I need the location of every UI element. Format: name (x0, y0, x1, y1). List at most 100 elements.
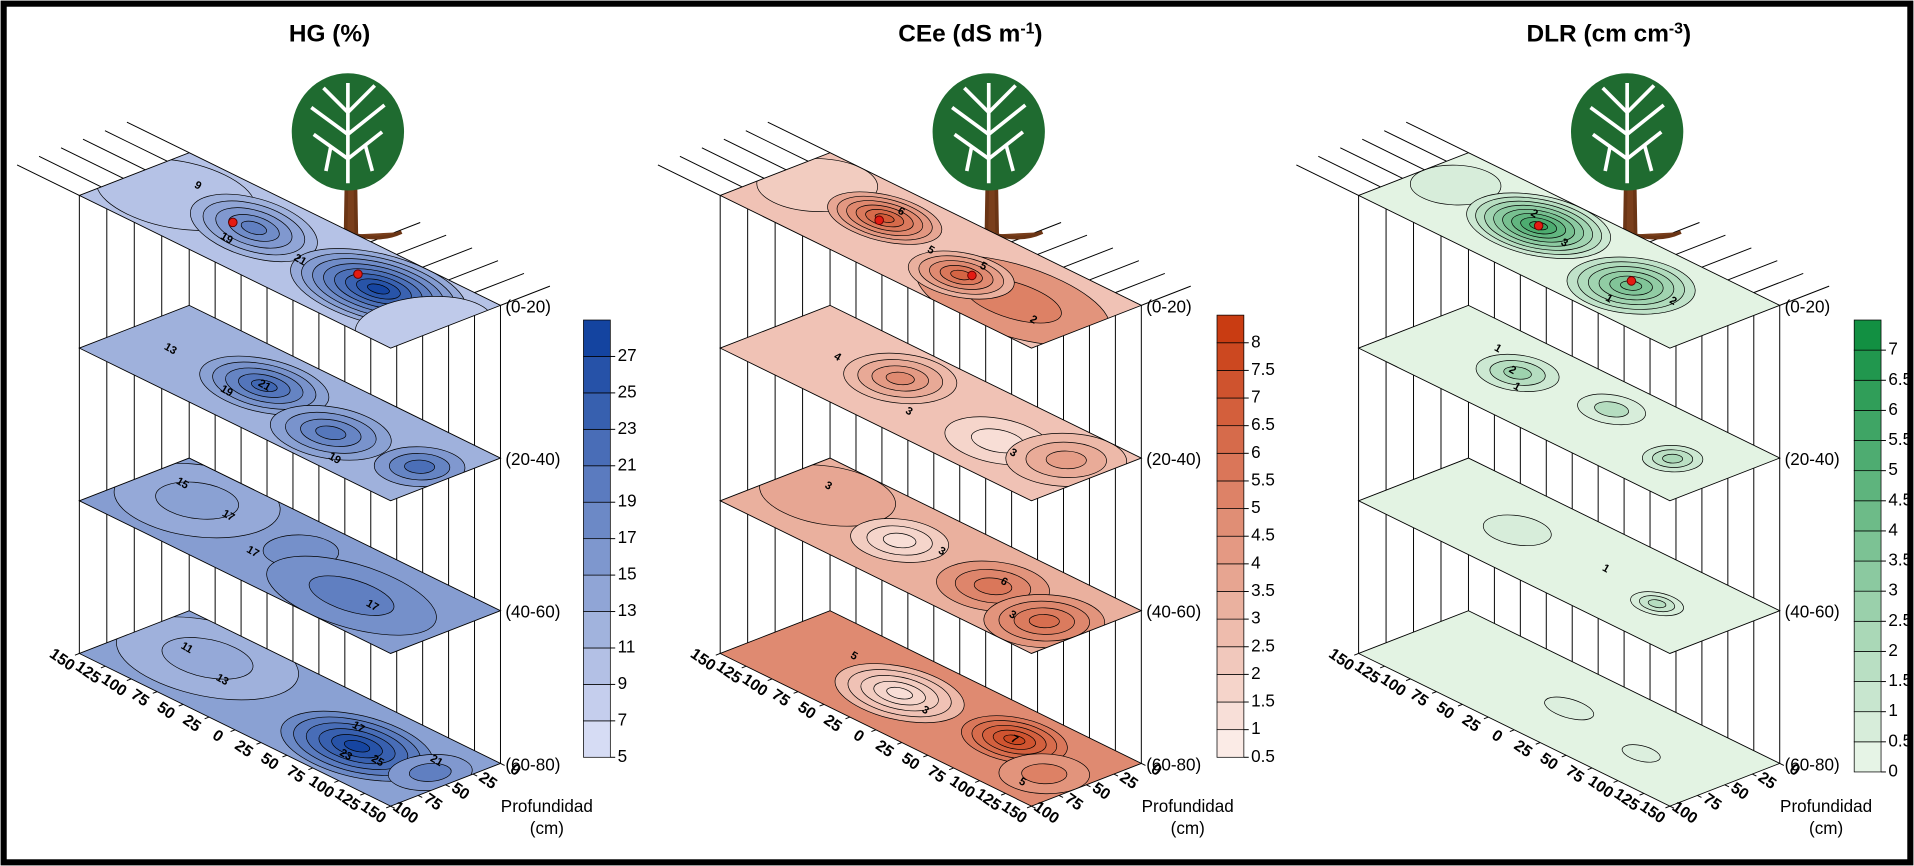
colorbar-box (1216, 729, 1245, 758)
y-tick (1058, 795, 1064, 798)
x-tick (715, 653, 721, 656)
contour-label: 3 (1559, 236, 1570, 249)
x-tick (793, 691, 799, 694)
box-line (767, 121, 831, 154)
box-line (1675, 234, 1726, 255)
layer-label: (0-20) (1785, 297, 1831, 316)
layer-label: (40-60) (1785, 603, 1840, 622)
colorbar-label: 5.5 (1888, 430, 1912, 449)
colorbar-box (1853, 349, 1882, 381)
contour-label: 13 (214, 672, 231, 688)
x-tick (1000, 792, 1006, 796)
depth-layer (79, 305, 505, 503)
contour (1535, 693, 1603, 724)
x-tick (334, 780, 339, 783)
colorbar-label: 15 (618, 565, 637, 584)
contour (293, 569, 410, 622)
colorbar-label: 3.5 (1888, 551, 1912, 570)
colorbar-label: 4 (1888, 520, 1897, 539)
colorbar-label: 7 (1251, 388, 1260, 407)
colorbar-label: 9 (618, 674, 627, 693)
x-tick (1026, 805, 1032, 809)
colorbar-box (583, 465, 611, 503)
colorbar-label: 1 (1888, 701, 1897, 720)
contour-label: 6 (896, 205, 907, 218)
contour (999, 733, 1029, 746)
colorbar-label: 7 (1888, 340, 1897, 359)
colorbar-box (583, 647, 611, 685)
colorbar-label: 21 (618, 455, 637, 474)
title-part: DLR (cm cm (1527, 21, 1669, 48)
axis-label: (cm) (530, 819, 564, 838)
colorbar-label: 3 (1251, 609, 1260, 628)
contour (966, 575, 1019, 599)
box-line (1727, 260, 1778, 281)
box-line (82, 138, 146, 171)
layer-fill (1358, 458, 1780, 654)
layer-outline (79, 305, 500, 500)
box-line (657, 164, 721, 196)
contour (880, 370, 920, 388)
colorbar-box (1853, 560, 1882, 592)
sample-point (1533, 220, 1544, 231)
colorbar-box (1216, 370, 1245, 399)
box-line (16, 164, 80, 196)
sample-point (874, 215, 884, 226)
layer-label: (20-40) (1146, 450, 1201, 469)
y-tick (1086, 784, 1091, 788)
x-tick (152, 691, 158, 694)
x-tick (230, 729, 236, 732)
y-tick (1752, 773, 1757, 777)
colorbar-box (1216, 535, 1245, 565)
colorbar-label: 6.5 (1251, 415, 1275, 434)
colorbar-box (583, 319, 611, 357)
contour-label: 9 (192, 179, 203, 192)
layer-outline (720, 153, 1141, 348)
depth-layer (1359, 305, 1780, 500)
box-line (1089, 260, 1140, 281)
contour-label: 21 (292, 252, 309, 268)
panel: DLR (cm cm-3)(60-80)1(40-60)121(20-40)23… (1296, 20, 1912, 838)
y-tick (1724, 784, 1730, 788)
colorbar-label: 19 (618, 492, 637, 511)
layer-outline (1359, 305, 1780, 500)
box-line (1296, 164, 1359, 196)
colorbar-label: 2 (1888, 641, 1897, 660)
box-line (1779, 285, 1830, 306)
colorbar-label: 6 (1888, 400, 1897, 419)
layer-fill (720, 305, 1142, 501)
depth-layer (720, 305, 1152, 506)
colorbar-label: 7 (618, 710, 627, 729)
contour-label: 1 (1511, 380, 1522, 393)
colorbar-box (1853, 319, 1882, 351)
colorbar-label: 0 (1888, 761, 1897, 780)
layer-fill (79, 305, 501, 501)
x-tick (386, 805, 391, 809)
x-tick (923, 754, 928, 758)
contour (877, 530, 923, 550)
contour (339, 738, 374, 754)
colorbar-box (1216, 508, 1245, 537)
axis-label: Profundidad (1780, 797, 1872, 816)
box-line (745, 130, 809, 162)
colorbar-box (583, 574, 611, 612)
colorbar-box (1853, 470, 1882, 502)
colorbar-label: 4 (1251, 553, 1260, 572)
contour (1498, 364, 1537, 381)
x-tick (819, 703, 825, 707)
colorbar-box (1216, 674, 1245, 703)
layer-outline (1359, 458, 1780, 653)
x-tick (1639, 792, 1645, 796)
y-tick (1031, 805, 1036, 809)
axis-label: (cm) (1809, 819, 1843, 838)
layer-fill (720, 458, 1142, 654)
y-tick (1669, 805, 1675, 809)
x-tick (1379, 665, 1385, 669)
contour (401, 760, 460, 786)
chart-title: CEe (dS m-1) (898, 20, 1042, 48)
title-part: -1 (1020, 20, 1034, 37)
contour-label: 3 (1007, 608, 1018, 621)
colorbar-box (1216, 452, 1245, 482)
y-tick (390, 805, 395, 809)
layer-fill (1358, 305, 1780, 501)
